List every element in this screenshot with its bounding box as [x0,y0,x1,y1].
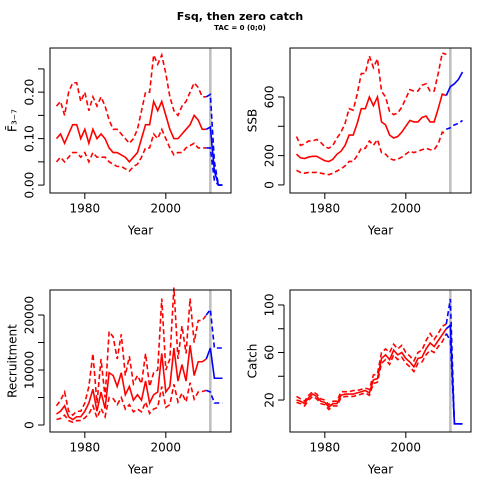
series-line [296,323,447,406]
y-tick-label: 0 [23,421,37,429]
series-line [446,119,463,130]
plot-frame [289,289,472,433]
series-line [55,51,207,145]
y-tick-label: 20000 [23,296,37,334]
series-line [55,98,207,164]
series-line [205,389,223,404]
y-tick-label: 0 [263,181,277,189]
y-tick-label: 10000 [23,351,37,389]
x-axis-label: Year [367,463,393,477]
y-tick-label: 200 [263,144,277,167]
series-line [205,307,223,349]
series-line [445,333,463,425]
y-tick-label: 60 [263,345,277,360]
x-tick-label: 2000 [151,441,182,455]
y-axis-label: Catch [246,344,260,379]
y-tick-label: 0.10 [23,125,37,152]
plot-frame [49,289,232,433]
plot-frame [289,47,472,194]
y-tick-label: 0.00 [23,172,37,199]
y-tick-label: 100 [263,294,277,317]
x-tick-label: 1980 [310,202,341,216]
figure-subtitle: TAC = 0 (0;0) [214,24,266,32]
series-line [206,147,223,186]
series-line [296,328,447,409]
series-line [55,127,207,173]
y-tick-label: 0.20 [23,79,37,106]
series-line [55,287,207,417]
series-line [295,51,447,150]
x-tick-label: 2000 [151,202,182,216]
series-line [295,92,447,163]
plot-frame [49,47,232,194]
x-axis-label: Year [367,224,393,238]
x-tick-label: 2000 [391,441,422,455]
x-tick-label: 2000 [391,202,422,216]
y-axis-label: SSB [246,109,260,132]
figure-title: Fsq, then zero catch [177,10,303,23]
series-line [445,71,464,96]
x-axis-label: Year [127,224,153,238]
x-tick-label: 1980 [70,441,101,455]
series-line [296,131,447,176]
y-axis-label: Recruitment [6,324,20,398]
series-line [56,345,207,421]
x-tick-label: 1980 [310,441,341,455]
series-line [56,382,207,424]
y-axis-label: F̄₃₋₇ [5,109,19,132]
x-axis-label: Year [127,463,153,477]
series-line [205,347,223,380]
y-tick-label: 600 [263,86,277,109]
x-tick-label: 1980 [70,202,101,216]
y-tick-label: 20 [263,392,277,407]
series-line [296,333,448,411]
